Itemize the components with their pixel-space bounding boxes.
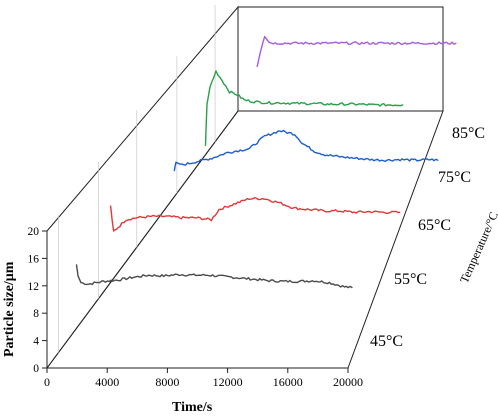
x-axis-title: Time/s (172, 400, 213, 415)
y-tick-label: 8 (33, 308, 39, 320)
y-tick-label: 20 (28, 226, 40, 238)
y-tick-label: 0 (33, 363, 39, 375)
series-layer (75, 35, 457, 289)
z-tick-label-75: 75°C (438, 169, 471, 186)
y-tick-label: 4 (33, 336, 39, 348)
x-tick-label: 8000 (155, 375, 179, 389)
y-tick-label: 12 (28, 281, 40, 293)
floor-plane (46, 110, 444, 369)
z-tick-label-85: 85°C (452, 125, 485, 142)
x-tick-label: 16000 (273, 375, 303, 389)
x-tick-label: 4000 (95, 375, 119, 389)
y-axis-title: Particle size/μm (2, 261, 17, 357)
series-line-4 (204, 70, 404, 147)
x-tick-label: 0 (44, 375, 50, 389)
back-wall (237, 6, 444, 112)
series-line-5 (256, 35, 457, 68)
series-line-1 (75, 264, 353, 289)
x-tick-label: 20000 (333, 375, 363, 389)
z-tick-label-55: 55°C (394, 271, 427, 288)
x-tick-label: 12000 (213, 375, 243, 389)
series-line-3 (173, 129, 439, 172)
z-tick-label-45: 45°C (370, 333, 403, 350)
z-axis-title: Temperature/°C (457, 210, 498, 286)
z-tick-label-65: 65°C (418, 217, 451, 234)
y-tick-label: 16 (28, 253, 40, 265)
grid-lines (58, 4, 216, 353)
left-wall (46, 5, 239, 370)
axis-ticks: 0 4000 8000 12000 16000 20000 0 4 8 12 16 20 (28, 226, 364, 389)
series-line-2 (109, 196, 401, 232)
